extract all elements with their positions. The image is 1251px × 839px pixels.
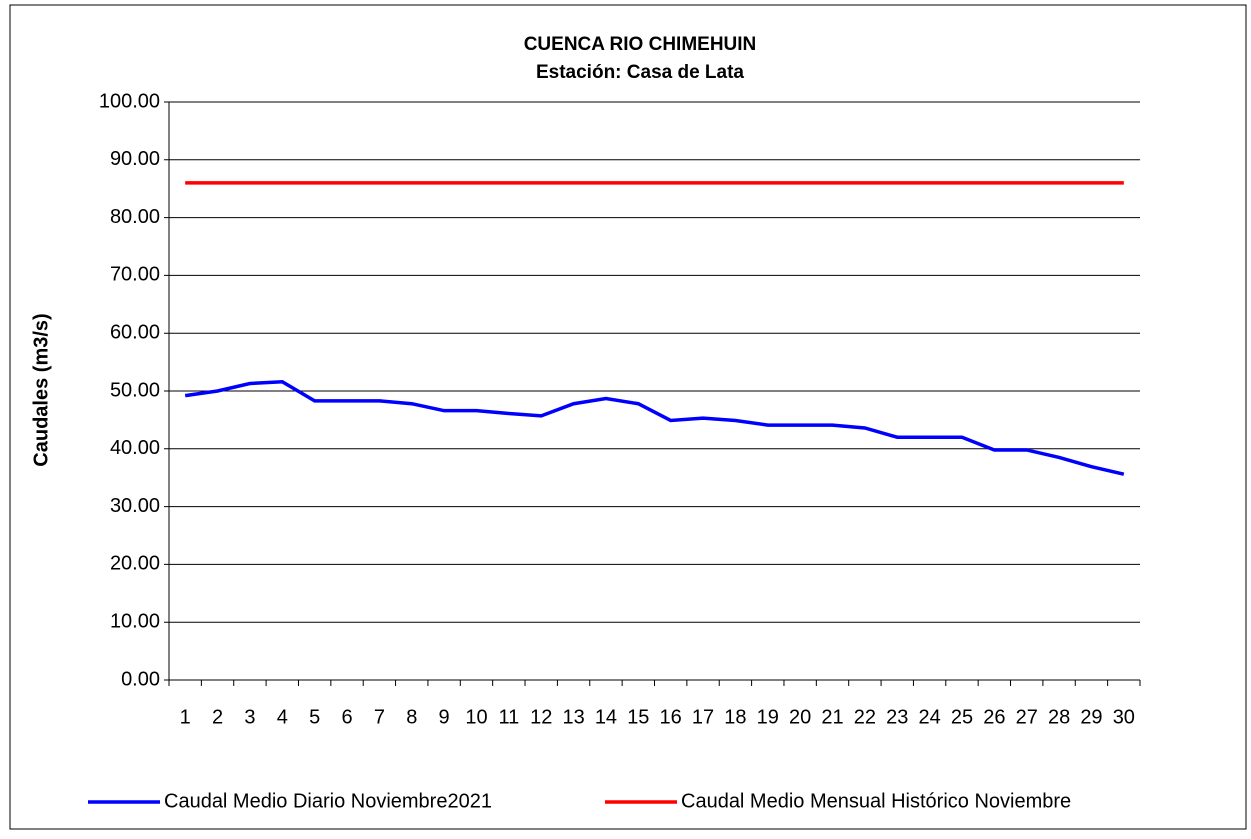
series-line bbox=[184, 379, 1125, 476]
chart-border bbox=[9, 4, 1247, 830]
x-tick-label: 18 bbox=[724, 706, 746, 728]
x-tick-label: 11 bbox=[498, 706, 519, 728]
x-tick-label: 8 bbox=[406, 706, 417, 728]
x-tick-label: 29 bbox=[1080, 706, 1102, 728]
x-tick-label: 23 bbox=[886, 706, 908, 728]
x-tick-label: 12 bbox=[530, 706, 552, 728]
x-tick-label: 22 bbox=[854, 706, 876, 728]
y-tick-label: 50.00 bbox=[110, 379, 160, 401]
y-tick-label: 100.00 bbox=[99, 90, 160, 112]
x-tick-label: 21 bbox=[821, 706, 843, 728]
x-tick-label: 24 bbox=[918, 706, 940, 728]
x-tick-label: 19 bbox=[757, 706, 779, 728]
x-tick-label: 26 bbox=[983, 706, 1005, 728]
legend-label: Caudal Medio Mensual Histórico Noviembre bbox=[681, 790, 1071, 812]
chart-subtitle: Estación: Casa de Lata bbox=[536, 62, 744, 83]
x-tick-label: 3 bbox=[244, 706, 255, 728]
x-tick-label: 4 bbox=[277, 706, 288, 728]
y-tick-label: 60.00 bbox=[110, 321, 160, 343]
x-tick-label: 27 bbox=[1016, 706, 1038, 728]
y-tick-label: 30.00 bbox=[110, 495, 160, 517]
x-tick-label: 25 bbox=[951, 706, 973, 728]
x-tick-label: 20 bbox=[789, 706, 811, 728]
x-tick-label: 13 bbox=[562, 706, 584, 728]
y-tick-label: 70.00 bbox=[110, 264, 160, 286]
x-tick-label: 15 bbox=[627, 706, 649, 728]
y-tick-label: 80.00 bbox=[110, 206, 160, 228]
x-tick-label: 7 bbox=[374, 706, 385, 728]
y-axis-label: Caudales (m3/s) bbox=[30, 313, 52, 466]
x-tick-label: 14 bbox=[595, 706, 617, 728]
y-tick-label: 0.00 bbox=[121, 668, 160, 690]
y-tick-label: 20.00 bbox=[110, 553, 160, 575]
x-tick-label: 30 bbox=[1113, 706, 1135, 728]
x-tick-label: 9 bbox=[439, 706, 450, 728]
x-tick-label: 10 bbox=[465, 706, 487, 728]
x-tick-label: 28 bbox=[1048, 706, 1070, 728]
x-tick-label: 5 bbox=[309, 706, 320, 728]
y-tick-label: 10.00 bbox=[110, 610, 160, 632]
legend-label: Caudal Medio Diario Noviembre2021 bbox=[164, 790, 492, 812]
x-tick-label: 1 bbox=[180, 706, 191, 728]
chart-title: CUENCA RIO CHIMEHUIN bbox=[524, 34, 757, 55]
x-tick-label: 17 bbox=[692, 706, 714, 728]
x-tick-label: 16 bbox=[660, 706, 682, 728]
y-tick-label: 40.00 bbox=[110, 437, 160, 459]
y-tick-label: 90.00 bbox=[110, 148, 160, 170]
x-tick-label: 6 bbox=[341, 706, 352, 728]
x-tick-label: 2 bbox=[212, 706, 223, 728]
